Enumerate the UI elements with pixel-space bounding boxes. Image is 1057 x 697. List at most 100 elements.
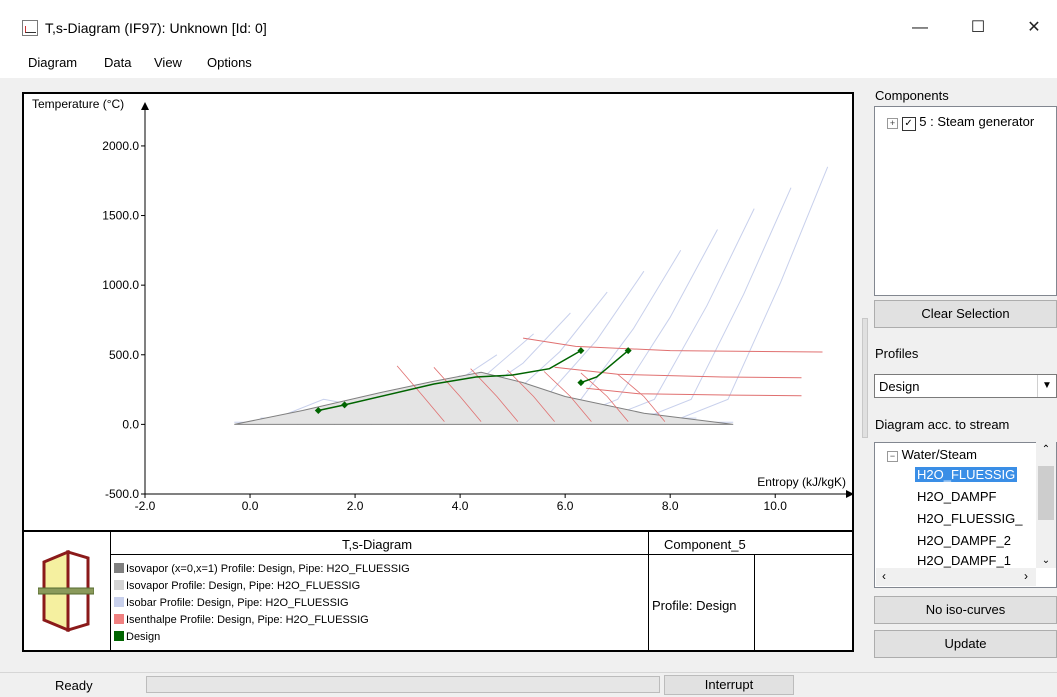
y-tick-label: 2000.0 [102,139,139,153]
profile-select[interactable]: Design ▼ [874,374,1057,398]
stream-item[interactable]: H2O_DAMPF_2 [917,533,1011,548]
legend-swatch [114,631,124,641]
title-bar: T,s-Diagram (IF97): Unknown [Id: 0] — ☐ … [0,0,1057,48]
profile-select-value: Design [879,379,920,394]
menu-data[interactable]: Data [104,55,132,70]
x-tick-label: 10.0 [764,499,788,513]
status-text: Ready [55,678,93,693]
legend-entry: Design [114,630,160,644]
legend-swatch [114,597,124,607]
data-point [577,347,585,355]
menu-view[interactable]: View [154,55,182,70]
legend-label: Isovapor (x=0,x=1) Profile: Design, Pipe… [126,563,410,575]
legend-label: Isenthalpe Profile: Design, Pipe: H2O_FL… [126,614,369,626]
scroll-thumb[interactable] [1038,466,1054,520]
isobar-line [664,166,829,425]
ts-diagram-chart[interactable]: -2.0 0.0 2.0 4.0 6.0 8.0 10.0 -500.0 0.0 500.0 100… [24,94,852,532]
expand-icon[interactable]: + [887,118,898,129]
isovapor-dome [234,371,734,425]
y-tick-label: 1500.0 [102,209,139,223]
component-label: 5 : Steam generator [919,114,1035,129]
isobar-line [628,187,792,425]
legend-swatch [114,614,124,624]
x-tick-label: 2.0 [347,499,364,513]
app-icon [22,20,38,36]
x-tick-label: 4.0 [452,499,469,513]
menu-options[interactable]: Options [207,55,252,70]
data-point [577,379,585,387]
checkbox-icon[interactable]: ✓ [901,117,916,131]
series-line [580,350,629,384]
x-tick-label: 8.0 [662,499,679,513]
y-tick-label: -500.0 [105,487,139,501]
legend-panel: T,s-Diagram Component_5 Profile: Design … [22,530,854,652]
stream-item[interactable]: H2O_FLUESSIG_ [917,511,1023,526]
stream-root-label: Water/Steam [901,447,977,462]
legend-swatch [114,563,124,573]
legend-title: T,s-Diagram [342,537,413,552]
update-button[interactable]: Update [874,630,1057,658]
data-point [314,406,322,414]
menu-bar: Diagram Data View Options [0,48,1057,78]
isenthalpe-line [617,373,666,422]
legend-component: Component_5 [664,537,746,552]
progress-bar [146,676,660,693]
legend-entry: Isobar Profile: Design, Pipe: H2O_FLUESS… [114,596,349,610]
clear-selection-button[interactable]: Clear Selection [874,300,1057,328]
panel-splitter[interactable] [862,318,868,438]
stream-item[interactable]: H2O_DAMPF_1 [917,553,1011,568]
maximize-button[interactable]: ☐ [970,19,986,36]
stream-item[interactable]: H2O_DAMPF [917,489,997,504]
x-tick-label: 0.0 [242,499,259,513]
legend-entry: Isenthalpe Profile: Design, Pipe: H2O_FL… [114,613,369,627]
components-tree[interactable]: + ✓ 5 : Steam generator [874,106,1057,296]
y-axis-arrow [141,102,149,110]
collapse-icon[interactable]: − [887,451,898,462]
legend-label: Isovapor Profile: Design, Pipe: H2O_FLUE… [126,580,361,592]
isenthalpe-line [396,365,445,422]
stream-horizontal-scrollbar[interactable]: ‹ › [876,568,1036,586]
stream-root[interactable]: − Water/Steam [887,447,977,462]
legend-label: Isobar Profile: Design, Pipe: H2O_FLUESS… [126,597,349,609]
x-tick-label: 6.0 [557,499,574,513]
stream-tree[interactable]: − Water/Steam H2O_FLUESSIG H2O_DAMPF H2O… [874,442,1057,588]
scroll-down-icon[interactable]: ⌄ [1041,555,1051,566]
isobar-line [591,208,755,425]
interrupt-button[interactable]: Interrupt [664,675,794,695]
data-point [624,347,632,355]
scroll-right-icon[interactable]: › [1024,569,1028,583]
y-axis-label: Temperature (°C) [32,97,124,111]
isenthalpe-line [523,337,823,353]
isenthalpe-line [507,369,555,422]
legend-entry: Isovapor (x=0,x=1) Profile: Design, Pipe… [114,562,410,576]
components-tree-item[interactable]: + ✓ 5 : Steam generator [887,114,1034,131]
x-axis-label: Entropy (kJ/kgK) [757,475,846,489]
data-point [341,401,349,409]
stream-item[interactable]: H2O_FLUESSIG [915,467,1018,482]
isenthalpe-line [470,368,519,422]
legend-profile: Profile: Design [652,598,737,613]
no-iso-curves-button[interactable]: No iso-curves [874,596,1057,624]
y-tick-label: 500.0 [109,348,139,362]
close-button[interactable]: ✕ [1027,19,1041,36]
legend-swatch [114,580,124,590]
components-label: Components [875,88,949,103]
chevron-down-icon[interactable]: ▼ [1037,375,1056,397]
isenthalpe-line [580,372,629,422]
scroll-up-icon[interactable]: ⌃ [1041,444,1051,455]
isenthalpe-line [554,366,802,379]
window-title: T,s-Diagram (IF97): Unknown [Id: 0] [45,20,267,36]
isenthalpe-line [543,371,592,422]
x-axis-arrow [846,490,852,498]
scroll-left-icon[interactable]: ‹ [882,569,886,583]
menu-diagram[interactable]: Diagram [28,55,78,70]
y-tick-label: 0.0 [122,417,139,431]
legend-entry: Isovapor Profile: Design, Pipe: H2O_FLUE… [114,579,360,593]
isenthalpe-line [433,367,482,422]
isenthalpe-line [586,387,802,397]
stream-vertical-scrollbar[interactable]: ⌃ ⌄ [1036,442,1056,568]
legend-label: Design [126,631,161,643]
profiles-label: Profiles [875,346,919,361]
x-tick-label: -2.0 [135,499,156,513]
minimize-button[interactable]: — [912,19,928,36]
